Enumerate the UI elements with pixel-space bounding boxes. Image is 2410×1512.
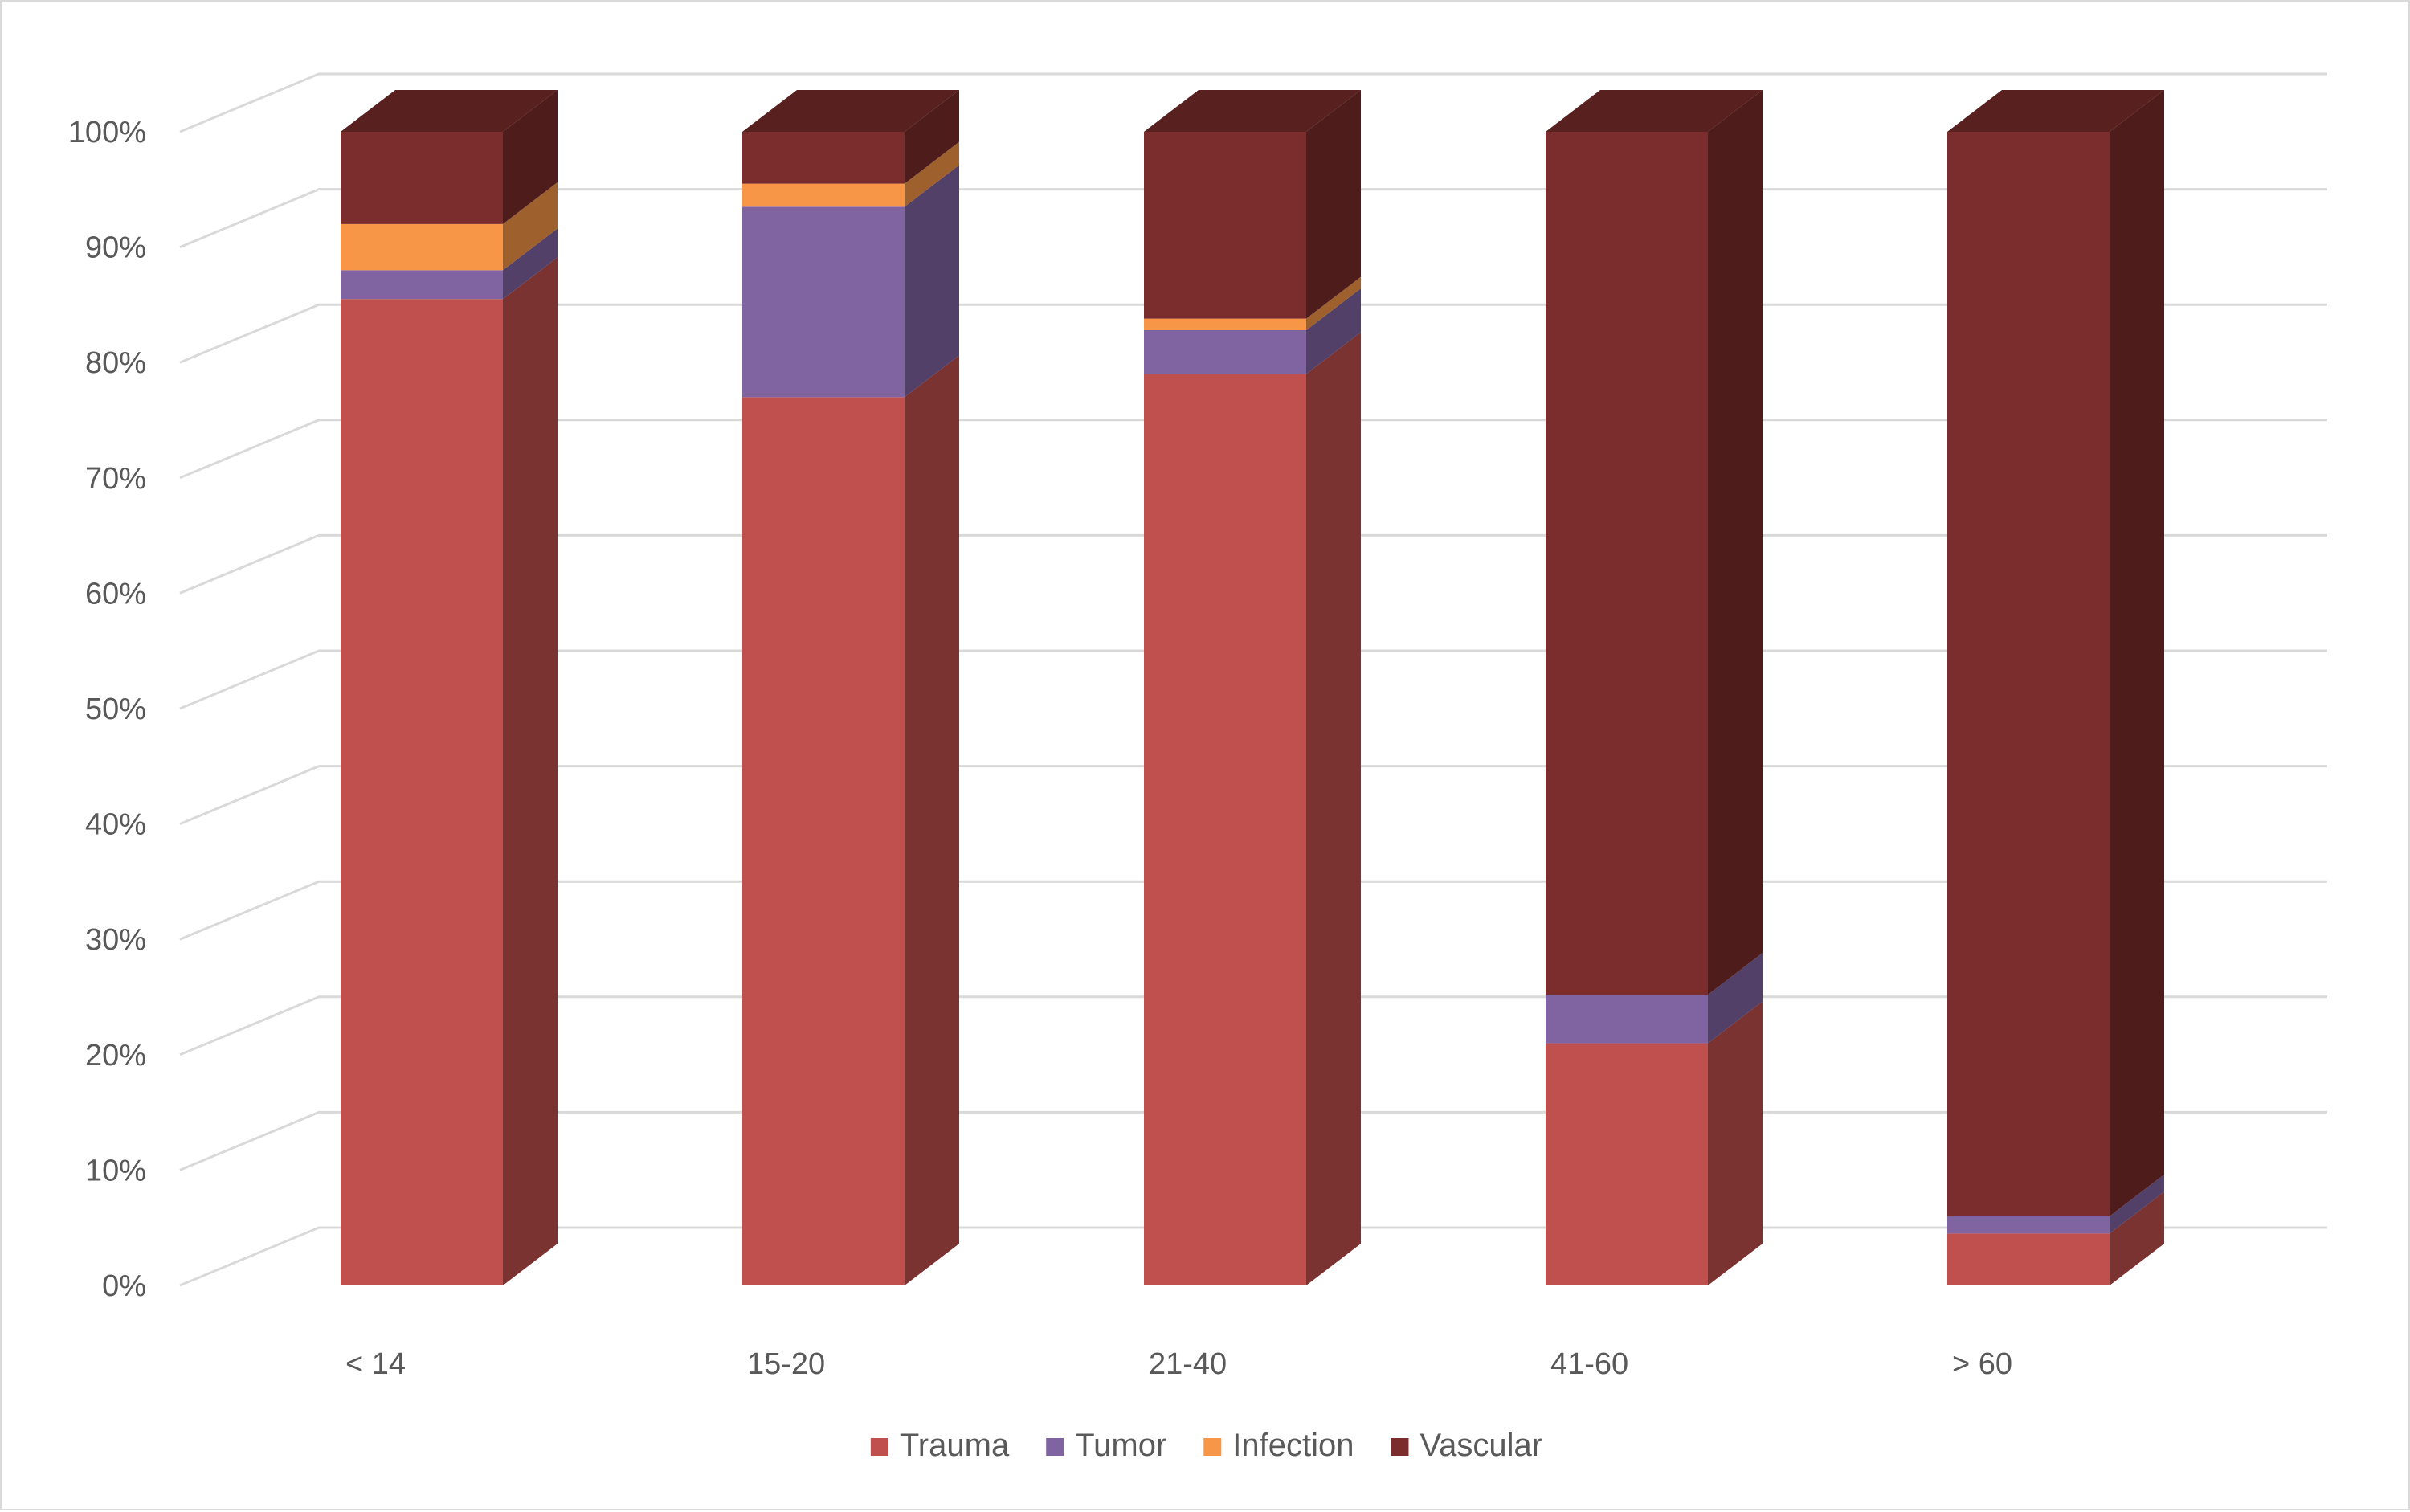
bar-front xyxy=(742,206,905,398)
bar-side xyxy=(503,228,558,300)
bar-top xyxy=(1144,90,1361,132)
bar-front xyxy=(341,299,503,1286)
x-tick-label: 41-60 xyxy=(1550,1347,1628,1381)
bar-front xyxy=(1947,1233,2110,1285)
bar-side xyxy=(905,355,959,1285)
bar-stack xyxy=(1546,90,1763,1285)
bar-segment xyxy=(742,165,959,398)
y-tick-label: 80% xyxy=(85,346,146,380)
bar-front xyxy=(341,270,503,300)
bar-side xyxy=(1708,90,1763,995)
bar-front xyxy=(1546,1043,1708,1285)
legend-swatch xyxy=(1391,1438,1409,1456)
bar-segment xyxy=(1144,90,1361,319)
y-tick-label: 100% xyxy=(68,116,146,149)
bar-front xyxy=(341,223,503,271)
bar-front xyxy=(1947,132,2110,1216)
gridline xyxy=(179,72,2327,133)
legend: Trauma Tumor Infection Vascular xyxy=(870,1428,1542,1463)
x-tick-label: < 14 xyxy=(345,1347,406,1381)
bar-stack xyxy=(1947,90,2164,1285)
bar-front xyxy=(1546,132,1708,995)
bar-segment xyxy=(1546,1001,1763,1285)
bar-side xyxy=(503,90,558,224)
legend-label: Infection xyxy=(1232,1428,1354,1463)
y-tick-labels: 0% 10% 20% 30% 40% 50% 60% 70% 80% 90% 100% xyxy=(68,116,146,1303)
bar-front xyxy=(742,397,905,1285)
y-tick-label: 30% xyxy=(85,923,146,957)
y-tick-label: 40% xyxy=(85,808,146,842)
bar-segment xyxy=(1546,90,1763,995)
bar-side xyxy=(1708,1001,1763,1285)
y-tick-label: 90% xyxy=(85,231,146,265)
bar-side xyxy=(2110,90,2164,1216)
bar-front xyxy=(742,132,905,184)
bar-segment xyxy=(1947,1174,2164,1234)
legend-swatch xyxy=(1203,1438,1222,1456)
bar-segment xyxy=(742,90,959,184)
bar-top xyxy=(1546,90,1763,132)
bar-front xyxy=(1144,374,1306,1285)
bar-segment xyxy=(341,90,558,224)
bar-front xyxy=(1144,132,1306,319)
bar-segment xyxy=(341,228,558,300)
legend-item: Trauma xyxy=(870,1428,1010,1463)
y-tick-label: 10% xyxy=(85,1154,146,1187)
bar-segment xyxy=(341,182,558,271)
legend-label: Tumor xyxy=(1075,1428,1166,1463)
bar-front xyxy=(742,183,905,207)
bar-side xyxy=(1306,288,1361,374)
bar-front xyxy=(1144,329,1306,374)
bar-segment xyxy=(1947,90,2164,1216)
bar-side xyxy=(2110,1191,2164,1285)
bar-front xyxy=(1546,995,1708,1044)
bar-stack xyxy=(1144,90,1361,1285)
bar-side xyxy=(1306,332,1361,1285)
bar-side xyxy=(905,165,959,398)
x-tick-labels: < 14 15-20 21-40 41-60 > 60 xyxy=(345,1347,2012,1381)
bar-side xyxy=(503,182,558,271)
bar-segment xyxy=(1144,332,1361,1285)
bar-top xyxy=(742,90,959,132)
x-tick-label: 15-20 xyxy=(747,1347,825,1381)
y-tick-label: 0% xyxy=(102,1269,146,1303)
bar-side xyxy=(1306,90,1361,319)
bar-side xyxy=(905,90,959,184)
legend-swatch xyxy=(1046,1438,1064,1456)
y-tick-label: 20% xyxy=(85,1039,146,1073)
bar-layer xyxy=(341,90,2164,1286)
bar-segment xyxy=(742,141,959,207)
y-tick-label: 60% xyxy=(85,577,146,611)
x-tick-label: > 60 xyxy=(1952,1347,2012,1381)
bar-stack xyxy=(742,90,959,1285)
bar-front xyxy=(1144,318,1306,330)
bar-side xyxy=(905,141,959,207)
bar-segment xyxy=(341,257,558,1286)
bar-top xyxy=(1947,90,2164,132)
bar-segment xyxy=(1546,953,1763,1044)
y-tick-label: 50% xyxy=(85,693,146,726)
y-tick-label: 70% xyxy=(85,462,146,496)
bar-segment xyxy=(1144,276,1361,330)
bar-side xyxy=(1306,276,1361,330)
bar-segment xyxy=(1947,1191,2164,1285)
legend-swatch xyxy=(870,1438,888,1456)
bar-top xyxy=(341,90,558,132)
legend-label: Vascular xyxy=(1419,1428,1542,1463)
bar-side xyxy=(1708,953,1763,1044)
bar-front xyxy=(1947,1216,2110,1234)
legend-item: Tumor xyxy=(1046,1428,1166,1463)
legend-item: Vascular xyxy=(1391,1428,1542,1463)
x-tick-label: 21-40 xyxy=(1149,1347,1227,1381)
bar-side xyxy=(2110,1174,2164,1234)
legend-item: Infection xyxy=(1203,1428,1354,1463)
bar-segment xyxy=(1144,288,1361,374)
bar-segment xyxy=(742,355,959,1285)
legend-label: Trauma xyxy=(900,1428,1010,1463)
bar-front xyxy=(341,132,503,224)
bar-stack xyxy=(341,90,558,1286)
bar-side xyxy=(503,257,558,1286)
